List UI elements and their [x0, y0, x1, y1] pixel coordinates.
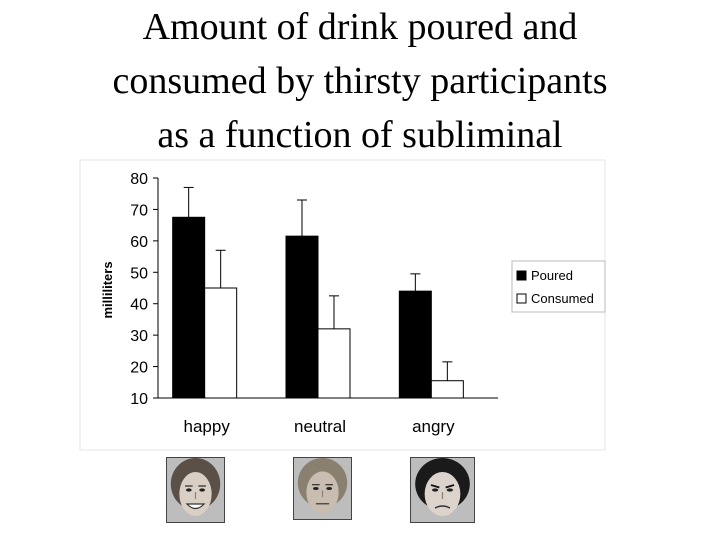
title-line-3: as a function of subliminal [157, 114, 563, 156]
bar-poured-happy [172, 216, 206, 399]
y-tick-label: 40 [130, 297, 148, 314]
legend-label-consumed: Consumed [531, 291, 594, 306]
title-line-1: Amount of drink poured and [142, 6, 578, 48]
y-tick-label: 10 [130, 391, 148, 408]
bar-consumed-happy [204, 287, 238, 399]
y-axis: 10 20 30 40 50 60 70 80 [130, 171, 159, 408]
y-tick-label: 80 [130, 171, 148, 188]
face-neutral-image [293, 457, 352, 520]
face-happy-image [166, 457, 225, 523]
x-tick-label-neutral: neutral [294, 417, 346, 436]
legend-label-poured: Poured [531, 268, 573, 283]
slide-title: Amount of drink poured and consumed by t… [0, 0, 720, 162]
y-axis-title: milliliters [100, 261, 115, 318]
bar-consumed-angry [430, 380, 464, 399]
bars [172, 186, 464, 399]
bar-poured-neutral [285, 235, 319, 399]
y-tick-label: 50 [130, 265, 148, 282]
y-tick-label: 20 [130, 360, 148, 377]
title-line-2: consumed by thirsty participants [112, 60, 608, 102]
legend: Poured Consumed [511, 260, 606, 313]
y-tick-label: 70 [130, 202, 148, 219]
y-tick-label: 30 [130, 328, 148, 345]
x-axis: happy neutral angry [158, 397, 498, 436]
x-tick-label-angry: angry [412, 417, 455, 436]
bar-poured-angry [398, 290, 432, 399]
legend-swatch-consumed [516, 293, 527, 304]
legend-swatch-poured [516, 270, 527, 281]
face-angry-image [410, 457, 475, 523]
x-tick-label-happy: happy [184, 417, 231, 436]
y-tick-label: 60 [130, 234, 148, 251]
legend-frame [511, 260, 606, 313]
bar-consumed-neutral [317, 328, 351, 399]
